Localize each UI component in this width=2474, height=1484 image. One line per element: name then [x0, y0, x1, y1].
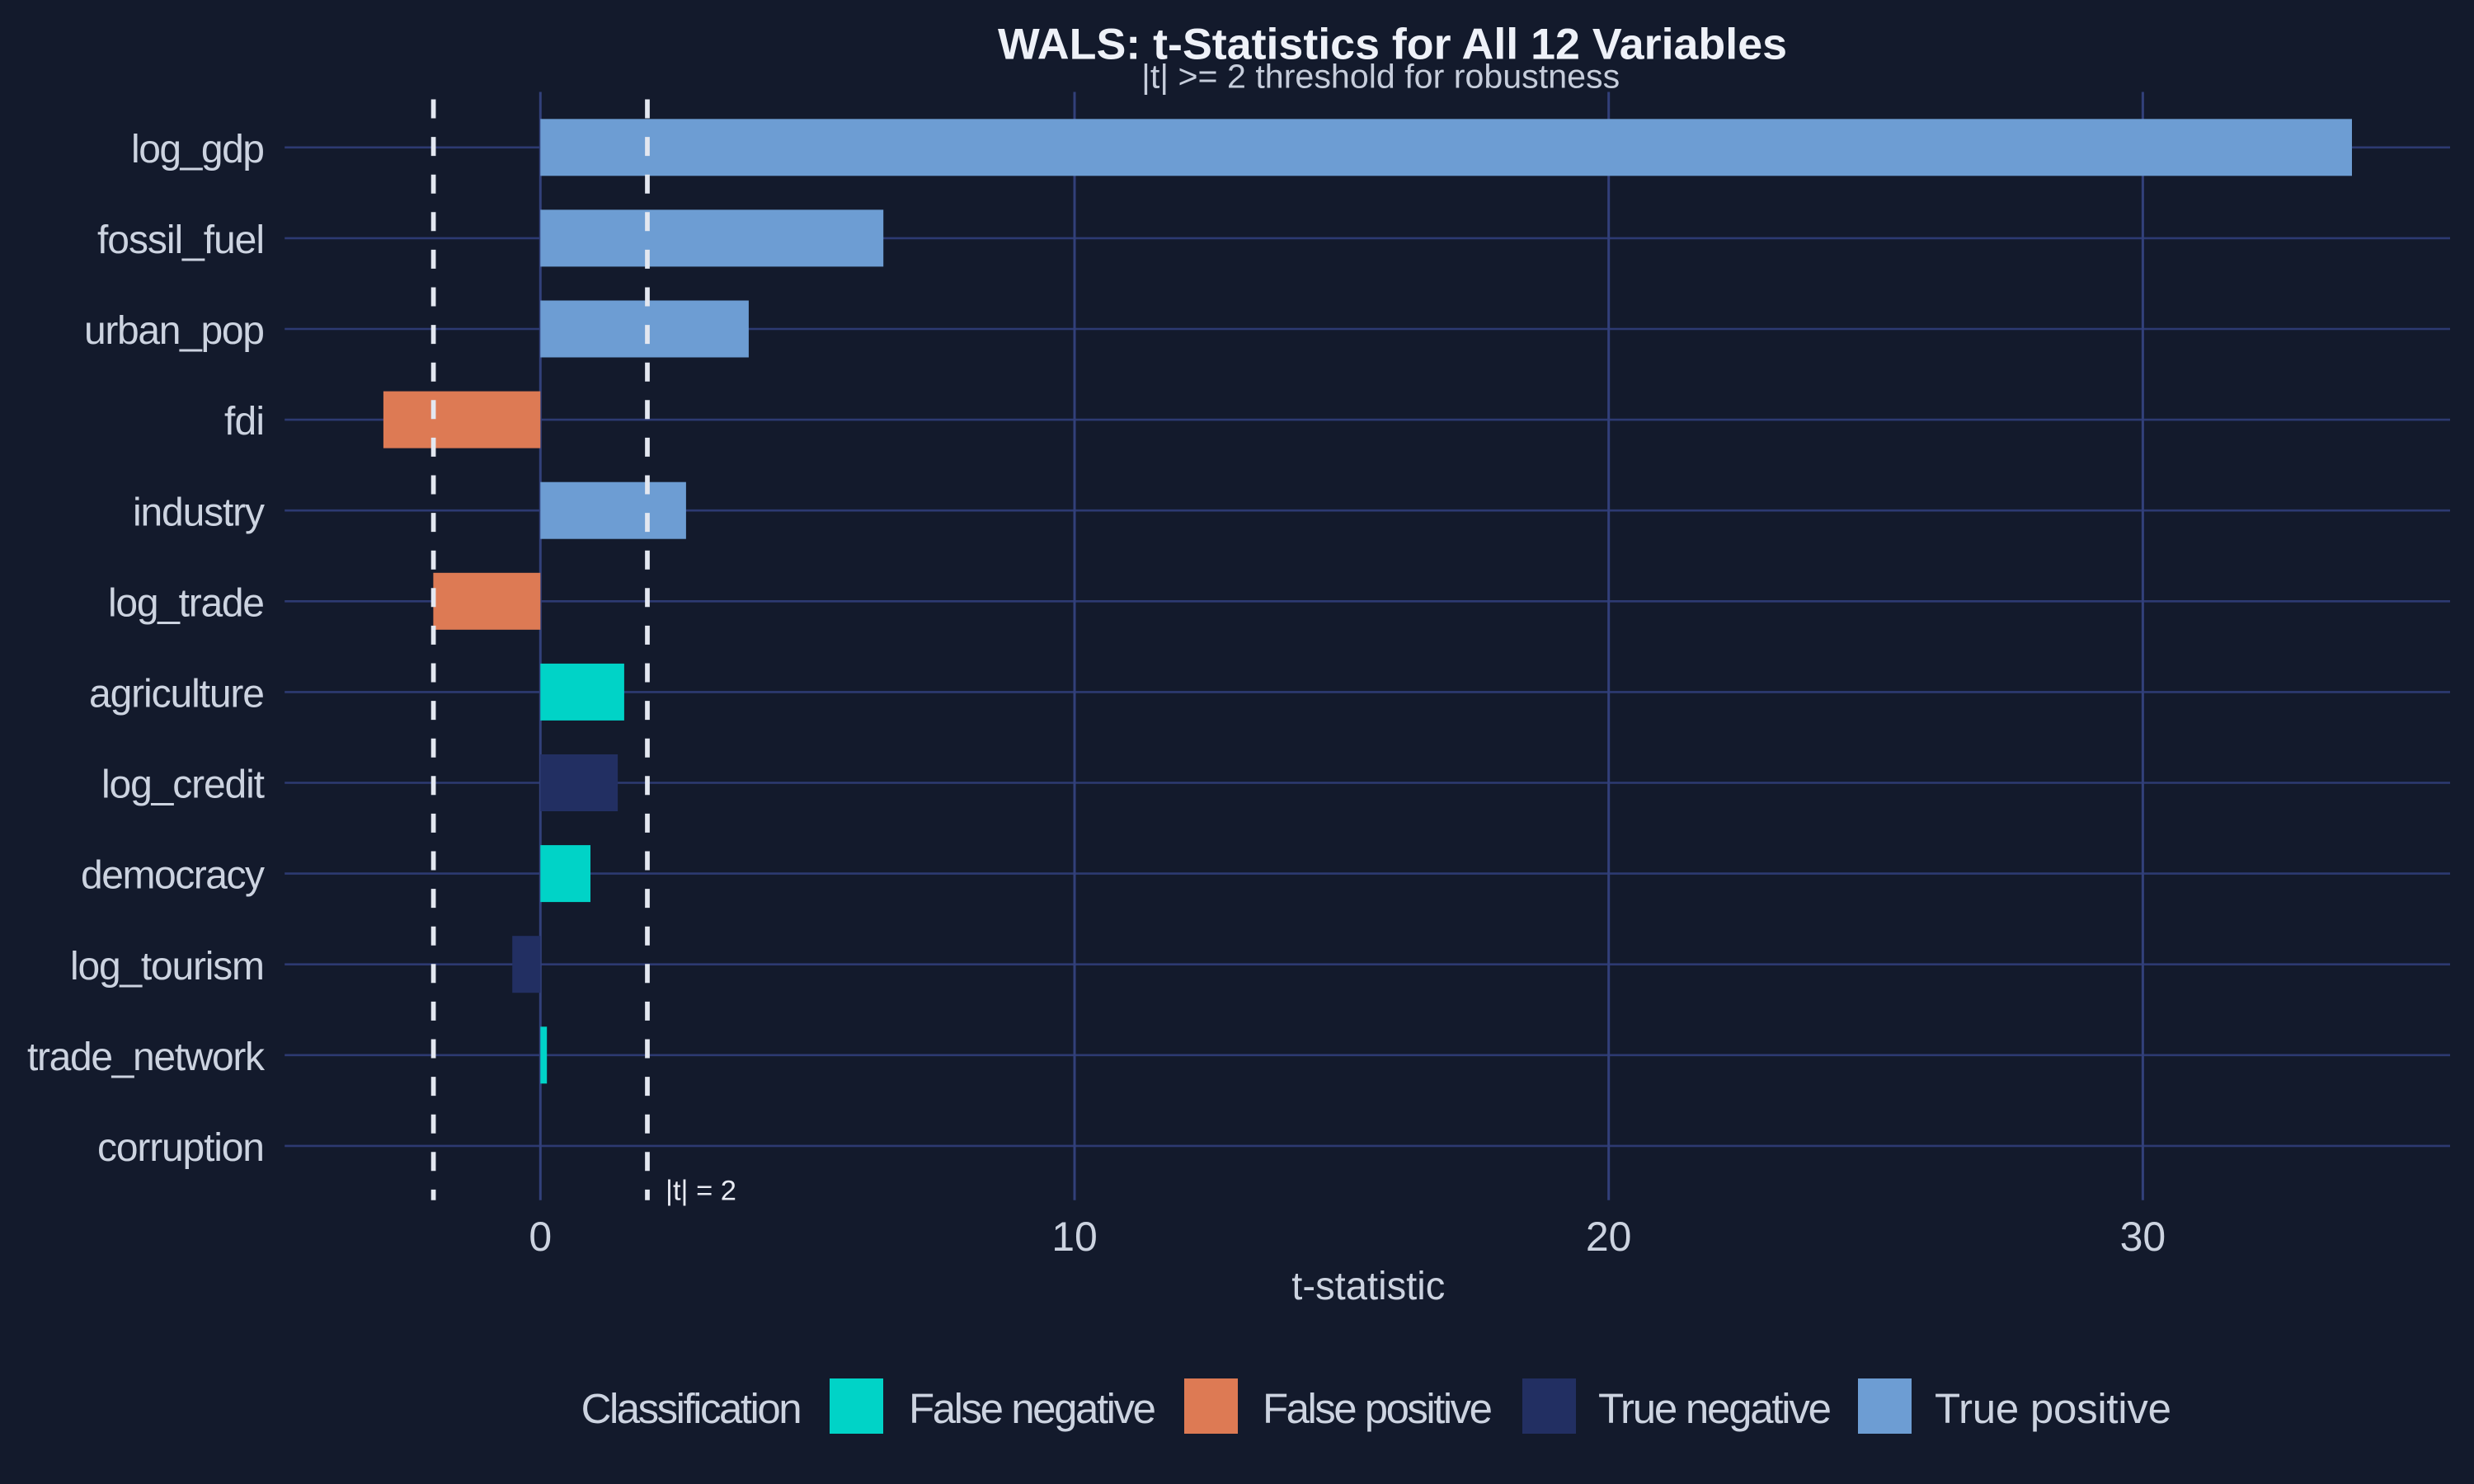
- svg-text:|t| = 2: |t| = 2: [666, 1176, 736, 1207]
- svg-text:urban_pop: urban_pop: [84, 309, 265, 353]
- svg-text:True negative: True negative: [1598, 1385, 1832, 1432]
- svg-text:log_gdp: log_gdp: [131, 128, 265, 171]
- svg-text:True positive: True positive: [1935, 1385, 2171, 1432]
- svg-text:corruption: corruption: [97, 1126, 265, 1170]
- svg-text:False positive: False positive: [1263, 1385, 1493, 1432]
- svg-text:log_trade: log_trade: [108, 581, 265, 625]
- svg-text:log_tourism: log_tourism: [70, 945, 265, 989]
- svg-text:fdi: fdi: [224, 400, 265, 444]
- svg-text:0: 0: [529, 1214, 552, 1260]
- svg-text:trade_network: trade_network: [27, 1036, 266, 1079]
- svg-text:10: 10: [1051, 1214, 1098, 1260]
- svg-text:Classification: Classification: [581, 1385, 802, 1432]
- svg-text:fossil_fuel: fossil_fuel: [97, 218, 265, 262]
- svg-text:agriculture: agriculture: [89, 673, 265, 716]
- svg-text:democracy: democracy: [81, 854, 265, 898]
- svg-text:log_credit: log_credit: [101, 763, 265, 807]
- svg-text:industry: industry: [133, 491, 265, 534]
- svg-text:30: 30: [2120, 1214, 2166, 1260]
- svg-text:20: 20: [1586, 1214, 1632, 1260]
- svg-text:False negative: False negative: [909, 1385, 1156, 1432]
- svg-text:t-statistic: t-statistic: [1291, 1265, 1445, 1308]
- svg-text:WALS: t-Statistics for All 12: WALS: t-Statistics for All 12 Variables: [998, 21, 1787, 69]
- svg-text:|t| >= 2 threshold for robustn: |t| >= 2 threshold for robustness: [1141, 58, 1620, 96]
